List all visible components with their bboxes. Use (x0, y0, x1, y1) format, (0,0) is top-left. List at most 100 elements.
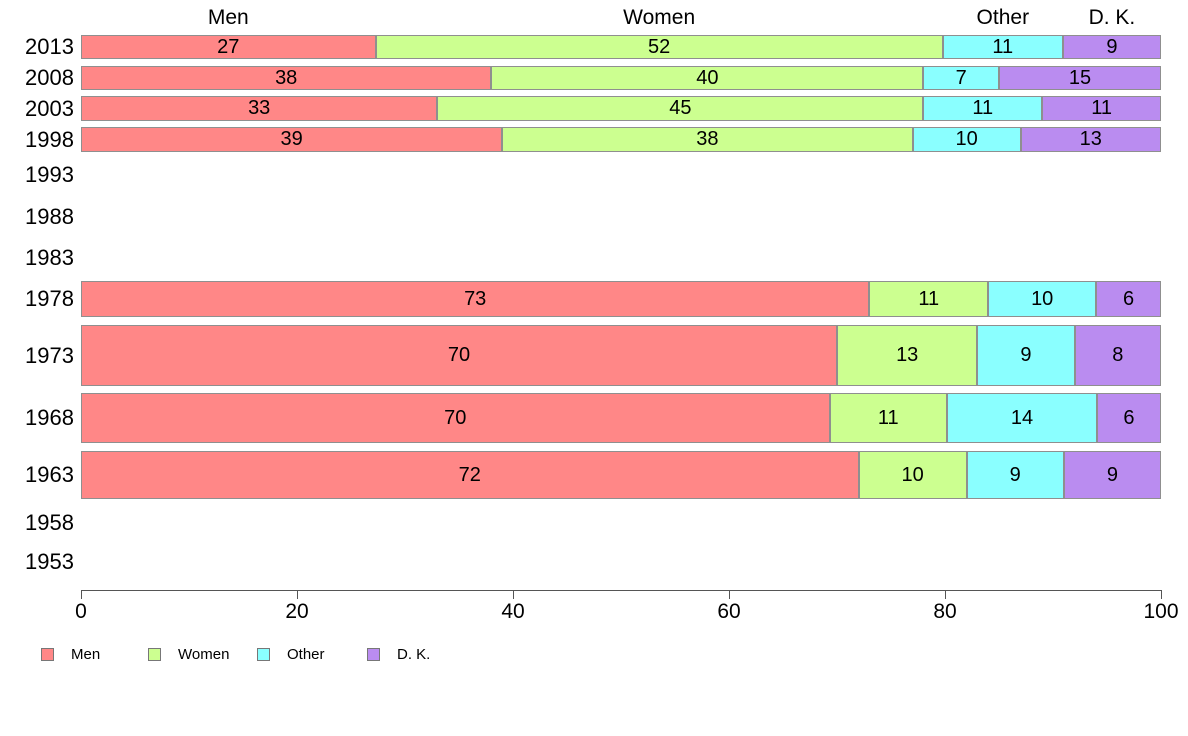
segment-value-label: 33 (248, 97, 271, 119)
segment-value-label: 11 (972, 97, 994, 119)
segment-value-label: 40 (696, 66, 719, 89)
segment-value-label: 10 (1031, 287, 1054, 310)
segment-value-label: 6 (1123, 287, 1135, 310)
bar-segment-2003-dk: 11 (1042, 96, 1161, 121)
column-header-other: Other (976, 6, 1030, 29)
legend-swatch-men (41, 648, 54, 661)
bar-segment-1998-men: 39 (81, 127, 503, 152)
bar-segment-1978-men: 73 (81, 281, 870, 317)
bar-segment-1973-men: 70 (81, 325, 837, 386)
x-axis-tick (1161, 591, 1162, 599)
segment-value-label: 9 (1106, 35, 1118, 58)
year-label: 2003 (25, 95, 74, 121)
segment-value-label: 13 (1079, 128, 1102, 150)
segment-value-label: 7 (955, 66, 967, 89)
bar-segment-1978-dk: 6 (1096, 281, 1161, 317)
bar-segment-1968-men: 70 (81, 393, 830, 443)
segment-value-label: 38 (275, 66, 298, 89)
segment-value-label: 38 (696, 128, 719, 150)
bar-segment-2008-other: 7 (923, 66, 999, 90)
segment-value-label: 9 (1106, 463, 1118, 486)
x-axis-tick-label: 80 (933, 600, 957, 623)
year-label: 2008 (25, 65, 74, 90)
x-axis-tick (945, 591, 946, 599)
x-axis-line (81, 590, 1162, 591)
x-axis-tick (513, 591, 514, 599)
bar-segment-1998-women: 38 (502, 127, 913, 152)
x-axis-tick-label: 40 (501, 600, 525, 623)
bar-segment-1973-women: 13 (837, 325, 978, 386)
x-axis-tick-label: 100 (1143, 600, 1179, 623)
legend-label-other: Other (287, 646, 325, 663)
bar-segment-2013-other: 11 (942, 35, 1063, 59)
bar-segment-1978-other: 10 (988, 281, 1097, 317)
bar-segment-1963-men: 72 (81, 451, 859, 499)
segment-value-label: 10 (955, 128, 978, 150)
year-label: 1978 (25, 286, 74, 311)
x-axis-tick (81, 591, 82, 599)
segment-value-label: 39 (280, 128, 303, 150)
bar-segment-1968-dk: 6 (1096, 393, 1161, 443)
bar-segment-1978-women: 11 (869, 281, 989, 317)
x-axis-tick (729, 591, 730, 599)
bar-segment-2008-dk: 15 (999, 66, 1161, 90)
year-label: 1958 (25, 510, 74, 535)
bar-segment-2013-men: 27 (81, 35, 376, 59)
bar-segment-1963-other: 9 (966, 451, 1064, 499)
column-header-women: Women (623, 6, 696, 29)
segment-value-label: 72 (458, 463, 481, 486)
bar-segment-1998-dk: 13 (1020, 127, 1161, 152)
segment-value-label: 52 (648, 35, 671, 58)
segment-value-label: 11 (992, 35, 1014, 58)
year-label: 1983 (25, 245, 74, 270)
legend-label-dk: D. K. (397, 646, 431, 663)
bar-segment-2003-men: 33 (81, 96, 438, 121)
segment-value-label: 13 (896, 344, 919, 366)
x-axis-tick-label: 60 (717, 600, 741, 623)
bar-segment-2008-women: 40 (491, 66, 924, 90)
bar-segment-2013-dk: 9 (1062, 35, 1161, 59)
bar-segment-2003-other: 11 (923, 96, 1043, 121)
bar-segment-2008-men: 38 (81, 66, 492, 90)
x-axis-tick-label: 20 (285, 600, 309, 623)
segment-value-label: 8 (1112, 344, 1124, 366)
legend-label-women: Women (178, 646, 230, 663)
year-label: 1968 (25, 405, 74, 430)
year-label: 1993 (25, 162, 74, 187)
segment-value-label: 9 (1009, 463, 1021, 486)
legend-label-men: Men (71, 646, 101, 663)
segment-value-label: 10 (901, 463, 924, 486)
segment-value-label: 15 (1068, 66, 1092, 89)
segment-value-label: 11 (1091, 97, 1112, 119)
bar-segment-1968-women: 11 (829, 393, 948, 443)
segment-value-label: 14 (1010, 406, 1034, 429)
legend-swatch-other (257, 648, 270, 661)
year-label: 1988 (25, 204, 74, 229)
column-header-dk: D. K. (1088, 6, 1136, 29)
bar-segment-2013-women: 52 (375, 35, 943, 59)
bar-segment-1963-women: 10 (858, 451, 967, 499)
year-label: 1953 (25, 549, 74, 574)
year-label: 1973 (25, 342, 74, 368)
year-label: 1998 (25, 126, 74, 152)
segment-value-label: 9 (1020, 344, 1032, 366)
legend-swatch-dk (367, 648, 380, 661)
segment-value-label: 11 (918, 287, 940, 310)
bar-segment-1973-other: 9 (977, 325, 1075, 386)
x-axis-tick-label: 0 (75, 600, 87, 623)
segment-value-label: 45 (669, 97, 692, 119)
column-header-men: Men (207, 6, 249, 29)
bar-segment-1973-dk: 8 (1074, 325, 1161, 386)
segment-value-label: 70 (447, 344, 471, 366)
segment-value-label: 6 (1123, 406, 1135, 429)
segment-value-label: 11 (877, 406, 899, 429)
bar-segment-1968-other: 14 (947, 393, 1097, 443)
legend-swatch-women (148, 648, 161, 661)
bar-segment-1963-dk: 9 (1063, 451, 1161, 499)
bar-segment-2003-women: 45 (437, 96, 924, 121)
bar-segment-1998-other: 10 (912, 127, 1021, 152)
x-axis-tick (297, 591, 298, 599)
segment-value-label: 73 (464, 287, 487, 310)
year-label: 2013 (25, 34, 74, 59)
